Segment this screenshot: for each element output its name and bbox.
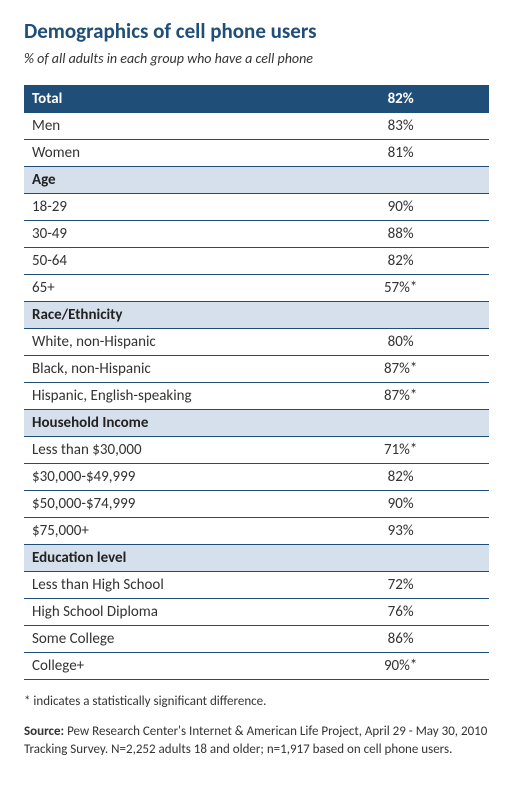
row-value: 82%	[312, 464, 489, 491]
page-subtitle: % of all adults in each group who have a…	[24, 50, 489, 67]
section-header-row: Education level	[24, 545, 489, 572]
row-label: $50,000-$74,999	[24, 491, 312, 518]
page-title: Demographics of cell phone users	[24, 18, 489, 44]
row-value: 90%	[312, 194, 489, 221]
row-label: 65+	[24, 275, 312, 302]
row-label: Less than High School	[24, 572, 312, 599]
row-label: College+	[24, 653, 312, 680]
total-value: 82%	[312, 85, 489, 113]
source-line: Source: Pew Research Center's Internet &…	[24, 723, 489, 758]
row-value: 90%	[312, 491, 489, 518]
row-label: 50-64	[24, 248, 312, 275]
footnote-text: * indicates a statistically significant …	[24, 694, 489, 709]
table-row: Men83%	[24, 113, 489, 140]
row-value: 72%	[312, 572, 489, 599]
table-row: Some College86%	[24, 626, 489, 653]
section-header: Household Income	[24, 410, 489, 437]
row-value: 90%*	[312, 653, 489, 680]
table-row: College+90%*	[24, 653, 489, 680]
row-value: 86%	[312, 626, 489, 653]
table-row: Less than High School72%	[24, 572, 489, 599]
row-label: Some College	[24, 626, 312, 653]
total-label: Total	[24, 85, 312, 113]
row-label: 30-49	[24, 221, 312, 248]
table-row: Less than $30,00071%*	[24, 437, 489, 464]
table-row: $75,000+93%	[24, 518, 489, 545]
table-row: Women81%	[24, 140, 489, 167]
table-row: High School Diploma76%	[24, 599, 489, 626]
row-value: 81%	[312, 140, 489, 167]
row-label: $30,000-$49,999	[24, 464, 312, 491]
row-value: 80%	[312, 329, 489, 356]
row-value: 87%*	[312, 383, 489, 410]
section-header: Education level	[24, 545, 489, 572]
row-value: 71%*	[312, 437, 489, 464]
table-row: 50-6482%	[24, 248, 489, 275]
section-header-row: Age	[24, 167, 489, 194]
row-label: Less than $30,000	[24, 437, 312, 464]
table-row: White, non-Hispanic80%	[24, 329, 489, 356]
section-header-row: Race/Ethnicity	[24, 302, 489, 329]
row-label: Women	[24, 140, 312, 167]
row-value: 82%	[312, 248, 489, 275]
row-value: 83%	[312, 113, 489, 140]
demographics-table: Total82%Men83%Women81%Age18-2990%30-4988…	[24, 85, 489, 680]
row-value: 88%	[312, 221, 489, 248]
total-row: Total82%	[24, 85, 489, 113]
row-value: 57%*	[312, 275, 489, 302]
table-row: $50,000-$74,99990%	[24, 491, 489, 518]
table-row: $30,000-$49,99982%	[24, 464, 489, 491]
row-value: 87%*	[312, 356, 489, 383]
row-label: Black, non-Hispanic	[24, 356, 312, 383]
row-label: Men	[24, 113, 312, 140]
row-value: 76%	[312, 599, 489, 626]
table-row: Hispanic, English-speaking87%*	[24, 383, 489, 410]
table-row: Black, non-Hispanic87%*	[24, 356, 489, 383]
section-header: Race/Ethnicity	[24, 302, 489, 329]
row-label: High School Diploma	[24, 599, 312, 626]
row-label: White, non-Hispanic	[24, 329, 312, 356]
source-text: Pew Research Center's Internet & America…	[24, 724, 487, 757]
table-row: 18-2990%	[24, 194, 489, 221]
row-label: $75,000+	[24, 518, 312, 545]
section-header-row: Household Income	[24, 410, 489, 437]
table-row: 30-4988%	[24, 221, 489, 248]
section-header: Age	[24, 167, 489, 194]
row-value: 93%	[312, 518, 489, 545]
row-label: Hispanic, English-speaking	[24, 383, 312, 410]
row-label: 18-29	[24, 194, 312, 221]
table-row: 65+57%*	[24, 275, 489, 302]
